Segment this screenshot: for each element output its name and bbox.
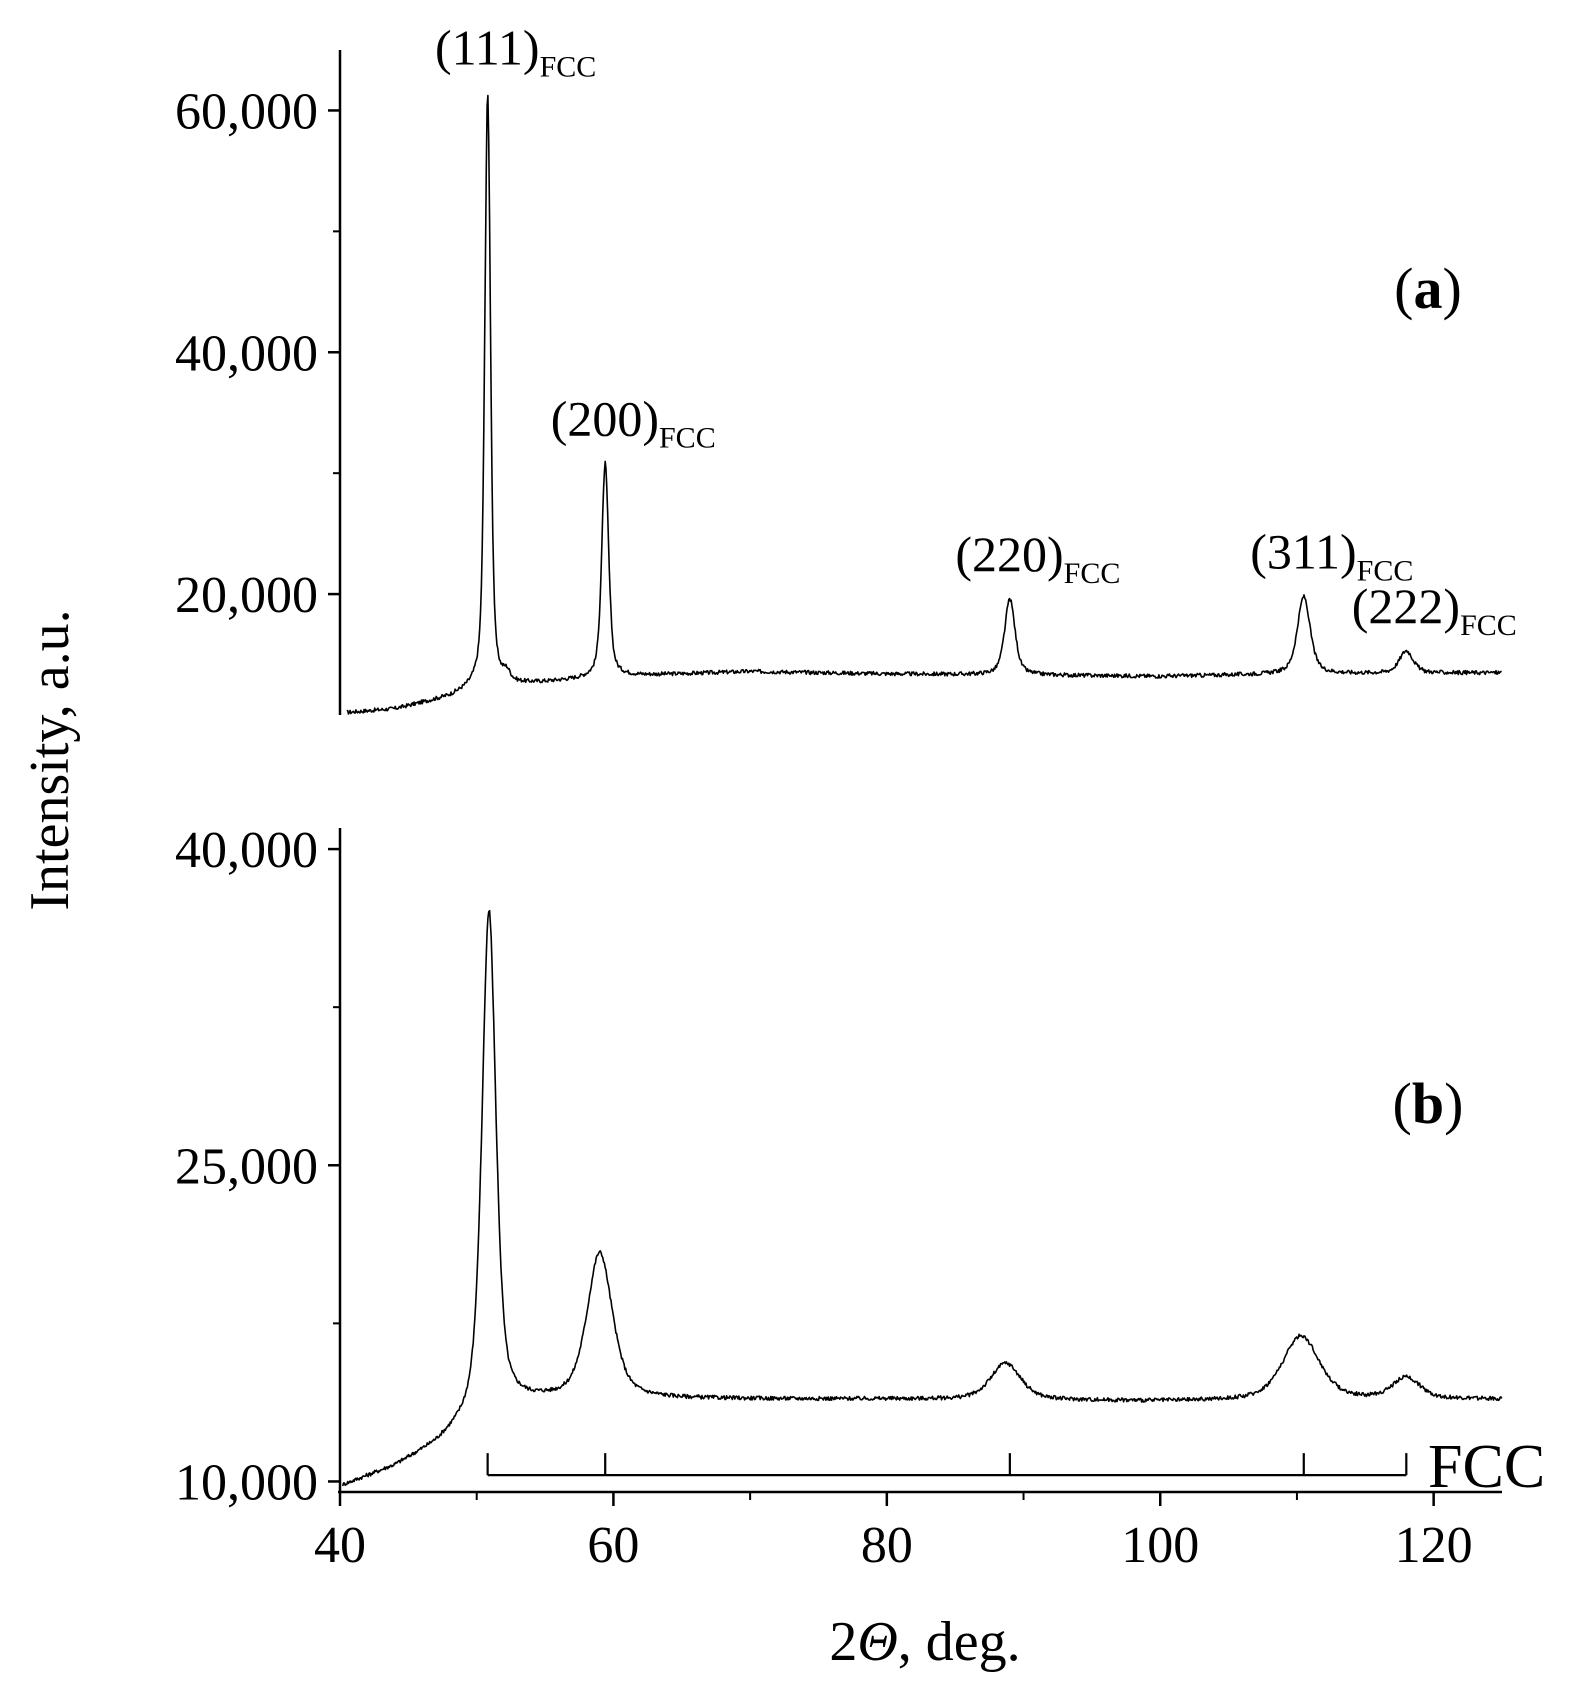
y-tick-label: 60,000 [175,83,318,140]
peak-label: (111)FCC [435,19,596,83]
peak-labels: (111)FCC (200)FCC (220)FCC (311)FCC(222)FCC [435,19,1517,642]
x-tick-label: 40 [314,1517,366,1574]
axis-ticks [328,109,1435,1506]
x-tick-label: 60 [587,1517,639,1574]
panel-label-a: (a) [1394,256,1462,321]
y-tick-label: 20,000 [175,567,318,624]
y-tick-label: 40,000 [175,822,318,879]
y-axis-title: Intensity, a.u. [19,609,81,910]
peak-label: (222)FCC [1352,578,1517,642]
y-tick-label: 25,000 [175,1138,318,1195]
curve-panel-a [346,94,1502,715]
fcc-reference-bar: FCC [486,1433,1545,1501]
peak-label: (200)FCC [551,391,716,455]
diffraction-curves [341,94,1503,1487]
reference-label: FCC [1428,1433,1545,1501]
x-tick-label: 80 [861,1517,913,1574]
y-tick-label: 10,000 [175,1454,318,1511]
x-tick-label: 120 [1395,1517,1473,1574]
y-tick-label: 40,000 [175,325,318,382]
peak-label: (220)FCC [955,526,1120,590]
curve-panel-b [341,909,1503,1487]
tick-labels: 40 60 80 100 120 20,000 40,000 60,000 10,000 25,0… [175,83,1473,1574]
x-tick-label: 100 [1121,1517,1199,1574]
panel-label-b: (b) [1393,1071,1464,1136]
x-axis-title: 2Θ, deg. [829,1611,1020,1673]
peak-label: (311)FCC [1250,524,1413,588]
